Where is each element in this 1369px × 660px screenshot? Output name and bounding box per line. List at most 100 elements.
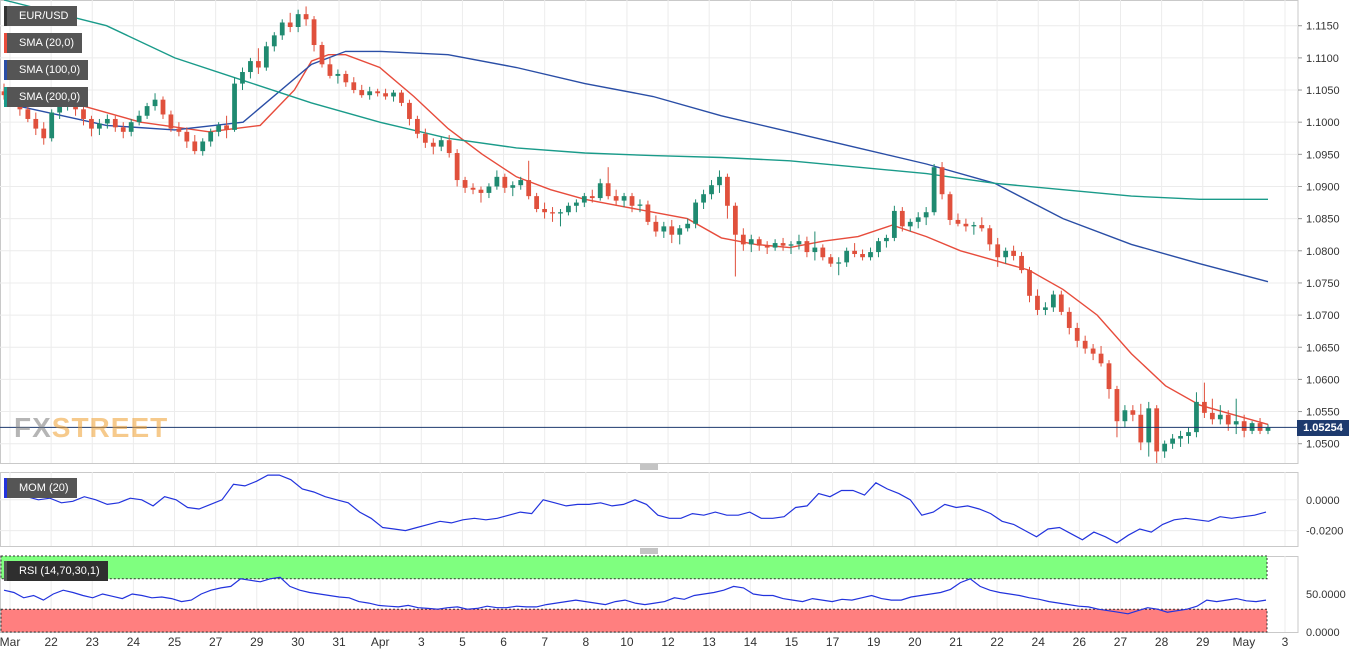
price-tick-label: 1.0550 (1306, 407, 1340, 419)
candle-body (1066, 311, 1072, 328)
candle-body (1011, 250, 1016, 256)
rsi-overbought-band (0, 555, 1268, 580)
candle-body (820, 247, 826, 258)
candle-body (939, 167, 945, 195)
candle-body (915, 217, 921, 222)
candle-body (25, 109, 31, 119)
candle-body (1241, 421, 1247, 431)
candle-body (828, 257, 834, 264)
candle-body (1217, 414, 1223, 420)
candle-body (836, 262, 842, 264)
rsi-label-text: RSI (14,70,30,1) (19, 565, 100, 577)
candle-body (1082, 340, 1088, 349)
mom-label[interactable]: MOM (20) (4, 478, 77, 498)
candle-body (343, 73, 349, 83)
date-tick-label: 22 (44, 635, 58, 649)
candle-body (748, 239, 754, 245)
candle-body (860, 254, 865, 258)
candle-body (1, 91, 7, 96)
candle-body (1265, 427, 1271, 431)
price-tick-label: 1.0700 (1306, 310, 1340, 322)
candle-body (81, 109, 86, 119)
candle-body (891, 210, 897, 238)
candle-body (780, 243, 786, 246)
date-tick-label: 12 (661, 635, 675, 649)
candle-body (589, 196, 595, 199)
candle-body (963, 223, 969, 227)
price-tick-label: 1.1000 (1306, 117, 1340, 129)
price-tick-label: 1.0750 (1306, 278, 1340, 290)
watermark-fx: FX (14, 412, 52, 443)
candle-body (335, 73, 341, 76)
candle-body (367, 91, 373, 96)
date-tick-label: 19 (867, 635, 881, 649)
candle-body (796, 241, 802, 245)
mom-line (3, 474, 1267, 544)
candle-body (1186, 432, 1191, 436)
candle-body (542, 208, 547, 213)
sma20-label[interactable]: SMA (20,0) (4, 33, 83, 53)
candle-body (884, 237, 889, 242)
candle-body (1050, 294, 1056, 308)
price-tick-label: 1.0500 (1306, 439, 1340, 451)
candle-body (995, 244, 1001, 258)
candle-body (581, 196, 587, 203)
candle-body (1202, 401, 1207, 413)
candle-body (1146, 408, 1152, 443)
candle-body (852, 250, 858, 255)
candle-body (685, 223, 691, 229)
candle-body (1209, 412, 1215, 420)
rsi-line (3, 576, 1267, 615)
symbol-label[interactable]: EUR/USD (4, 6, 77, 26)
date-tick-label: 29 (250, 635, 264, 649)
date-tick-label: 27 (209, 635, 223, 649)
candle-body (1170, 438, 1175, 444)
candle-body (709, 185, 714, 195)
sma100-label-text: SMA (100,0) (19, 64, 81, 76)
rsi-oversold-band (0, 608, 1268, 633)
candle-body (1090, 348, 1096, 354)
candle-body (1154, 408, 1160, 452)
candle-body (558, 212, 563, 214)
candle-body (645, 204, 651, 222)
candle-body (1035, 295, 1040, 310)
mom-label-text: MOM (20) (19, 482, 69, 494)
candle-body (271, 35, 277, 47)
date-tick-label: May (1233, 635, 1256, 649)
candle-body (1233, 421, 1239, 425)
candle-body (391, 92, 396, 97)
candle-body (1019, 255, 1024, 271)
price-tick-label: 1.0850 (1306, 214, 1340, 226)
candle-body (33, 118, 39, 129)
rsi-tick-label: 0.0000 (1306, 627, 1340, 639)
date-tick-label: 24 (127, 635, 141, 649)
candle-body (120, 127, 126, 132)
rsi-label[interactable]: RSI (14,70,30,1) (4, 561, 108, 581)
candle-body (200, 141, 206, 152)
candle-body (876, 241, 881, 253)
candle-body (478, 189, 484, 193)
date-tick-label: 26 (1073, 635, 1087, 649)
sma200-label[interactable]: SMA (200,0) (4, 87, 89, 107)
candle-body (263, 46, 269, 68)
candle-body (669, 226, 675, 235)
fxstreet-watermark: FXSTREET (14, 412, 168, 444)
candle-body (446, 140, 452, 154)
candle-body (550, 212, 555, 214)
sma100-label[interactable]: SMA (100,0) (4, 60, 89, 80)
date-tick-label: 14 (744, 635, 758, 649)
candle-body (947, 194, 953, 220)
sma200-label-text: SMA (200,0) (19, 91, 81, 103)
candle-body (677, 228, 683, 235)
price-tick-label: 1.1100 (1306, 53, 1339, 65)
candle-body (1194, 401, 1199, 433)
mom-tick-label: 0.0000 (1306, 495, 1340, 507)
candle-body (136, 115, 142, 123)
sma20-label-text: SMA (20,0) (19, 37, 75, 49)
candle-body (399, 92, 404, 103)
candle-body (327, 64, 333, 76)
candle-body (534, 196, 540, 209)
price-tick-label: 1.0600 (1306, 374, 1340, 386)
